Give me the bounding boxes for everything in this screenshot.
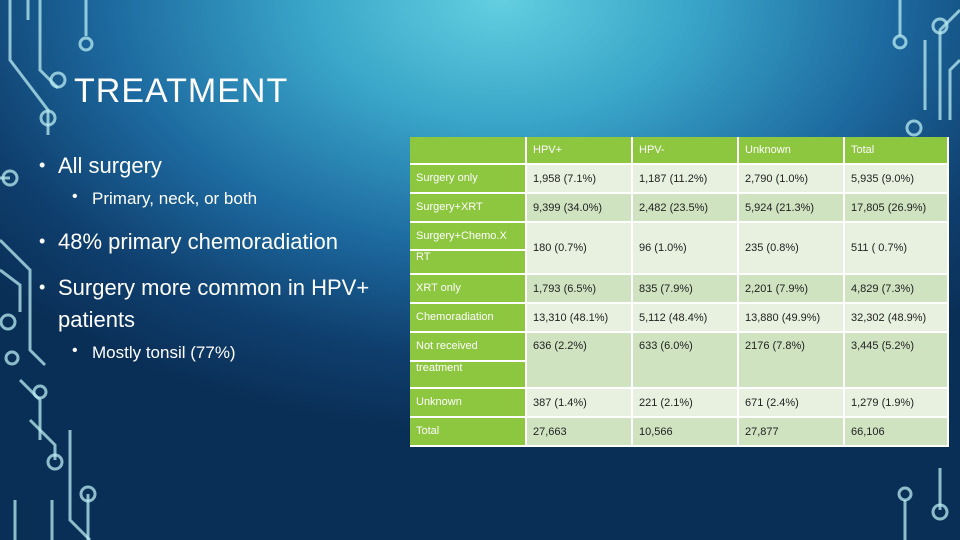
column-header: HPV-	[632, 137, 739, 165]
slide-title: TREATMENT	[74, 72, 289, 110]
row-label: Surgery+Chemo.X	[410, 222, 527, 251]
bullet-glyph: •	[39, 231, 46, 251]
bullet-text: 48% primary chemoradiation	[58, 229, 339, 254]
sub-bullet-item: • Mostly tonsil (77%)	[36, 340, 406, 366]
row-label: Chemoradiation	[410, 303, 527, 333]
table-row: Surgery only 1,958 (7.1%) 1,187 (11.2%) …	[410, 164, 949, 194]
column-header: Unknown	[738, 137, 845, 165]
table-cell: 17,805 (26.9%)	[844, 193, 949, 223]
table-cell: 9,399 (34.0%)	[526, 193, 633, 223]
table-cell: 2,201 (7.9%)	[738, 274, 845, 304]
table-cell: 13,310 (48.1%)	[526, 303, 633, 333]
table-cell: 221 (2.1%)	[632, 388, 739, 418]
table-cell: 10,566	[632, 417, 739, 447]
table-cell: 2,790 (1.0%)	[738, 164, 845, 194]
bullet-text: Primary, neck, or both	[92, 189, 258, 208]
table-row-continuation: RT	[410, 250, 948, 275]
bullet-glyph: •	[39, 155, 46, 175]
table-cell: 27,877	[738, 417, 845, 447]
column-header: HPV+	[526, 137, 633, 165]
table-cell: 5,112 (48.4%)	[632, 303, 739, 333]
table-row: Unknown 387 (1.4%) 221 (2.1%) 671 (2.4%)…	[410, 388, 949, 418]
table-cell: 96 (1.0%)	[632, 222, 739, 275]
row-label: Surgery+XRT	[410, 193, 527, 223]
table-row-continuation: treatment	[410, 361, 948, 389]
bullet-text: Surgery more common in HPV+ patients	[58, 275, 370, 332]
row-label: Not received	[410, 332, 527, 362]
table-cell: 235 (0.8%)	[738, 222, 845, 275]
bullet-text: Mostly tonsil (77%)	[92, 343, 236, 362]
bullet-text: All surgery	[58, 153, 162, 178]
table-row: Chemoradiation 13,310 (48.1%) 5,112 (48.…	[410, 303, 949, 333]
row-label: Unknown	[410, 388, 527, 418]
table-cell: 2176 (7.8%)	[738, 332, 845, 389]
table-cell: 1,793 (6.5%)	[526, 274, 633, 304]
table-cell: 32,302 (48.9%)	[844, 303, 949, 333]
bullet-item: • 48% primary chemoradiation	[36, 226, 406, 258]
row-label: XRT only	[410, 274, 527, 304]
sub-bullet-item: • Primary, neck, or both	[36, 186, 406, 212]
row-label-continuation: RT	[410, 250, 527, 275]
table-cell: 27,663	[526, 417, 633, 447]
column-header: Total	[844, 137, 949, 165]
table-cell: 1,279 (1.9%)	[844, 388, 949, 418]
table-header-row: HPV+ HPV- Unknown Total	[410, 137, 949, 165]
bullet-glyph: •	[39, 277, 46, 297]
table-row: Not received 636 (2.2%) 633 (6.0%) 2176 …	[410, 332, 949, 389]
table-cell: 13,880 (49.9%)	[738, 303, 845, 333]
table-cell: 4,829 (7.3%)	[844, 274, 949, 304]
table-cell: 180 (0.7%)	[526, 222, 633, 275]
table-cell: 5,935 (9.0%)	[844, 164, 949, 194]
bullet-list: • All surgery • Primary, neck, or both •…	[36, 150, 406, 380]
row-label: Surgery only	[410, 164, 527, 194]
bullet-glyph: •	[72, 188, 78, 205]
treatment-table: HPV+ HPV- Unknown Total Surgery only 1,9…	[410, 137, 949, 447]
bullet-item: • All surgery	[36, 150, 406, 182]
table-cell: 2,482 (23.5%)	[632, 193, 739, 223]
table-cell: 1,958 (7.1%)	[526, 164, 633, 194]
table-cell: 835 (7.9%)	[632, 274, 739, 304]
table-cell: 671 (2.4%)	[738, 388, 845, 418]
row-label-continuation: treatment	[410, 361, 527, 389]
table-cell: 387 (1.4%)	[526, 388, 633, 418]
table-cell: 633 (6.0%)	[632, 332, 739, 389]
table-row: Surgery+XRT 9,399 (34.0%) 2,482 (23.5%) …	[410, 193, 949, 223]
table-cell: 636 (2.2%)	[526, 332, 633, 389]
bullet-glyph: •	[72, 342, 78, 359]
table-row: XRT only 1,793 (6.5%) 835 (7.9%) 2,201 (…	[410, 274, 949, 304]
table-cell: 3,445 (5.2%)	[844, 332, 949, 389]
table-cell: 1,187 (11.2%)	[632, 164, 739, 194]
bullet-item: • Surgery more common in HPV+ patients	[36, 272, 406, 336]
table-row: Total 27,663 10,566 27,877 66,106	[410, 417, 949, 447]
row-label: Total	[410, 417, 527, 447]
table-cell: 511 ( 0.7%)	[844, 222, 949, 275]
table-cell: 66,106	[844, 417, 949, 447]
table-cell: 5,924 (21.3%)	[738, 193, 845, 223]
table-row: Surgery+Chemo.X 180 (0.7%) 96 (1.0%) 235…	[410, 222, 949, 275]
column-header	[410, 137, 527, 165]
